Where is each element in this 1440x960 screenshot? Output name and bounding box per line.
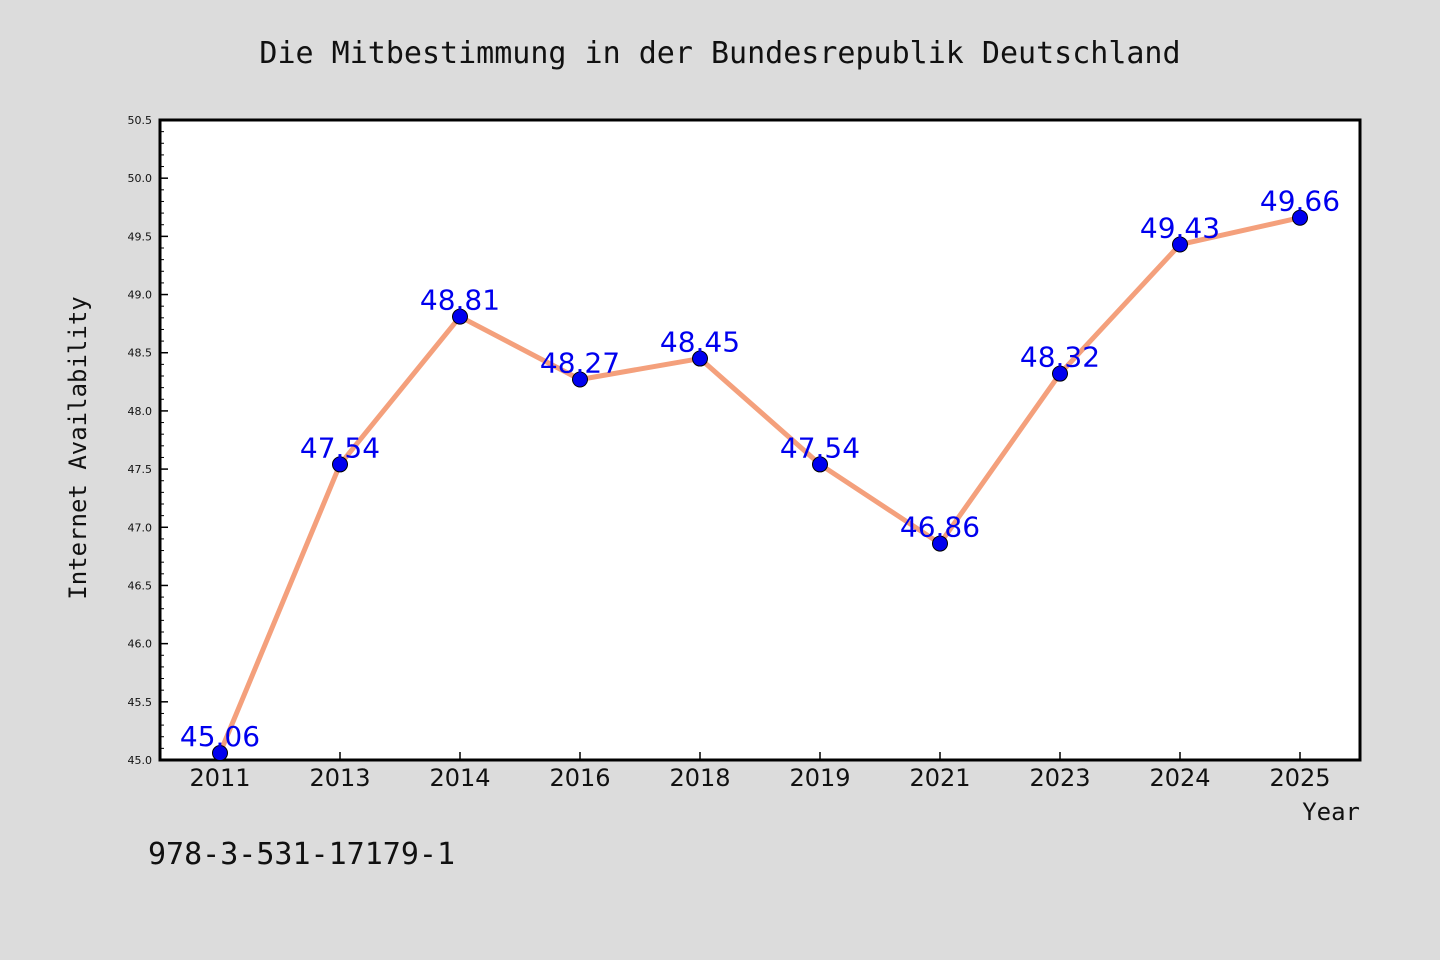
y-tick-label: 49.5 <box>128 230 153 243</box>
x-tick-label: 2018 <box>669 764 730 792</box>
x-tick-label: 2014 <box>429 764 490 792</box>
y-tick-label: 50.5 <box>128 114 153 127</box>
y-tick-label: 45.5 <box>128 696 153 709</box>
data-point <box>1052 365 1068 382</box>
y-tick-label: 50.0 <box>128 172 153 185</box>
series-line <box>217 215 1303 756</box>
y-tick-label: 48.5 <box>128 347 153 360</box>
data-point <box>1172 236 1188 253</box>
x-tick-label: 2021 <box>909 764 970 792</box>
x-tick-label: 2011 <box>189 764 250 792</box>
y-tick-label: 47.5 <box>128 463 153 476</box>
data-label: 48.81 <box>420 284 500 317</box>
x-tick-label: 2024 <box>1149 764 1210 792</box>
data-label: 45.06 <box>180 720 260 753</box>
x-tick-label: 2025 <box>1269 764 1330 792</box>
series-markers <box>212 209 1308 762</box>
y-axis-label: Internet Availability <box>64 296 92 599</box>
series-line-group <box>217 215 1303 756</box>
y-tick-label: 49.0 <box>128 289 153 302</box>
data-labels: 45.06 47.54 48.81 48.27 48.45 47.54 46.86 48.32… <box>180 185 1340 753</box>
x-axis: 2011 2013 2014 2016 2018 2019 2021 2023 2024 2025 <box>189 752 1331 792</box>
data-label: 49.43 <box>1140 212 1220 245</box>
data-point <box>332 456 348 473</box>
data-point <box>572 371 588 388</box>
y-tick-label: 46.0 <box>128 638 153 651</box>
x-axis-label: Year <box>1302 798 1360 826</box>
isbn-footer: 978-3-531-17179-1 <box>148 837 455 872</box>
data-point <box>212 745 228 762</box>
y-tick-label: 47.0 <box>128 521 153 534</box>
y-axis: 45.0 45.5 46.0 46.5 47.0 47.5 48.0 48.5 49.0 49.5… <box>128 114 168 767</box>
data-point <box>452 308 468 325</box>
data-label: 48.45 <box>660 326 740 359</box>
y-tick-label: 46.5 <box>128 579 153 592</box>
x-tick-label: 2016 <box>549 764 610 792</box>
data-point <box>1292 209 1308 226</box>
chart-title: Die Mitbestimmung in der Bundesrepublik … <box>259 36 1180 71</box>
data-point <box>692 350 708 367</box>
x-tick-label: 2013 <box>309 764 370 792</box>
y-tick-label: 45.0 <box>128 754 153 767</box>
data-label: 47.54 <box>300 431 380 464</box>
data-label: 49.66 <box>1260 185 1340 218</box>
data-label: 48.32 <box>1020 341 1100 374</box>
data-label: 47.54 <box>780 431 860 464</box>
y-tick-label: 48.0 <box>128 405 153 418</box>
data-point <box>932 535 948 552</box>
data-point <box>812 456 828 473</box>
data-label: 48.27 <box>540 346 620 379</box>
data-label: 46.86 <box>900 511 980 544</box>
x-tick-label: 2023 <box>1029 764 1090 792</box>
x-tick-label: 2019 <box>789 764 850 792</box>
